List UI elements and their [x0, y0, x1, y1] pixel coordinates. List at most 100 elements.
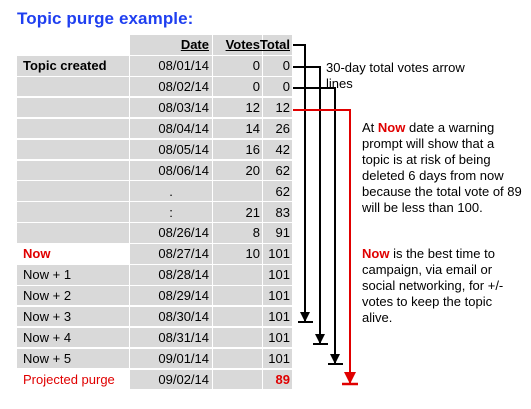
row-votes: [213, 285, 263, 306]
arrow-red-head: [344, 372, 356, 384]
row-label: Topic created: [17, 56, 130, 76]
arrow-note-text: 30-day total votes arrow lines: [326, 60, 465, 91]
table-row: . 62: [17, 181, 292, 202]
arrow-1-head: [300, 312, 310, 322]
row-total: 62: [263, 181, 292, 201]
row-label: Now + 5: [17, 348, 130, 369]
row-votes: [213, 181, 263, 201]
warning-prefix: At: [362, 120, 378, 135]
row-date: 08/03/14: [130, 97, 213, 118]
table-row: Projected purge 09/02/14 89: [17, 369, 292, 390]
header-date: Date: [130, 35, 213, 55]
row-date: 08/28/14: [130, 265, 213, 285]
table-row: Now + 3 08/30/14 101: [17, 306, 292, 328]
row-total: 62: [263, 160, 292, 180]
row-date: 08/06/14: [130, 160, 213, 180]
row-total: 0: [263, 76, 292, 97]
row-votes: 20: [213, 160, 263, 180]
campaign-now: Now: [362, 246, 390, 261]
table-row: Now + 5 09/01/14 101: [17, 348, 292, 370]
header-votes: Votes: [213, 35, 263, 55]
row-total: 83: [263, 202, 292, 222]
row-label: [17, 223, 130, 243]
row-votes: 0: [213, 56, 263, 76]
table-row: 08/02/14 0 0: [17, 76, 292, 98]
row-votes: [213, 369, 263, 389]
row-label: [17, 202, 130, 222]
row-label: [17, 97, 130, 118]
table-row: Now 08/27/14 10 101: [17, 244, 292, 265]
row-total: 89: [263, 369, 292, 389]
row-votes: 21: [213, 202, 263, 222]
row-votes: 0: [213, 76, 263, 97]
row-total: 0: [263, 56, 292, 76]
row-date: 09/02/14: [130, 369, 213, 389]
row-votes: [213, 306, 263, 327]
arrow-2: [293, 66, 321, 344]
row-label: [17, 76, 130, 97]
row-label: Now + 2: [17, 285, 130, 306]
header-total: Total: [260, 35, 292, 55]
arrow-3-head: [330, 354, 340, 364]
table-row: Topic created 08/01/14 0 0: [17, 56, 292, 77]
row-votes: [213, 327, 263, 348]
row-date: 08/27/14: [130, 244, 213, 264]
warning-note: At Now date a warning prompt will show t…: [362, 120, 522, 216]
table-row: Now + 1 08/28/14 101: [17, 265, 292, 286]
row-total: 42: [263, 139, 292, 160]
table-header-row: Date Votes Total: [17, 35, 292, 56]
arrow-note: 30-day total votes arrow lines: [326, 60, 466, 92]
row-votes: 8: [213, 223, 263, 243]
arrow-1: [293, 44, 306, 322]
table-row: 08/06/14 20 62: [17, 160, 292, 181]
row-votes: 12: [213, 97, 263, 118]
row-total: 91: [263, 223, 292, 243]
table-row: Now + 2 08/29/14 101: [17, 285, 292, 307]
row-date: :: [130, 202, 213, 222]
row-votes: [213, 348, 263, 369]
row-total: 101: [263, 306, 292, 327]
row-date: 08/30/14: [130, 306, 213, 327]
row-total: 101: [263, 265, 292, 285]
row-votes: 16: [213, 139, 263, 160]
table-row: 08/05/14 16 42: [17, 139, 292, 161]
row-total: 101: [263, 244, 292, 264]
row-votes: 14: [213, 118, 263, 139]
row-label: Now + 3: [17, 306, 130, 327]
row-label: Now: [17, 244, 130, 264]
row-date: 08/26/14: [130, 223, 213, 243]
table-row: 08/26/14 8 91: [17, 223, 292, 244]
row-label: Projected purge: [17, 369, 130, 389]
header-label: [17, 35, 130, 55]
page-title: Topic purge example:: [17, 9, 194, 28]
arrow-2-head: [315, 334, 325, 344]
row-date: 08/05/14: [130, 139, 213, 160]
row-total: 26: [263, 118, 292, 139]
votes-table: Date Votes Total Topic created 08/01/14 0 0…: [17, 35, 292, 394]
row-total: 101: [263, 285, 292, 306]
row-date: 09/01/14: [130, 348, 213, 369]
row-label: [17, 160, 130, 180]
table-row: Now + 4 08/31/14 101: [17, 327, 292, 349]
row-total: 101: [263, 327, 292, 348]
row-date: .: [130, 181, 213, 201]
row-date: 08/04/14: [130, 118, 213, 139]
row-date: 08/01/14: [130, 56, 213, 76]
row-votes: [213, 265, 263, 285]
warning-text: date a warning prompt will show that a t…: [362, 120, 522, 215]
row-total: 101: [263, 348, 292, 369]
row-label: Now + 1: [17, 265, 130, 285]
campaign-text: is the best time to campaign, via email …: [362, 246, 504, 325]
row-label: Now + 4: [17, 327, 130, 348]
row-votes: 10: [213, 244, 263, 264]
row-date: 08/31/14: [130, 327, 213, 348]
arrow-3: [293, 87, 336, 364]
row-total: 12: [263, 97, 292, 118]
row-label: [17, 181, 130, 201]
table-row: :21 83: [17, 202, 292, 223]
row-date: 08/29/14: [130, 285, 213, 306]
arrow-red: [293, 109, 351, 384]
table-row: 08/04/14 14 26: [17, 118, 292, 140]
